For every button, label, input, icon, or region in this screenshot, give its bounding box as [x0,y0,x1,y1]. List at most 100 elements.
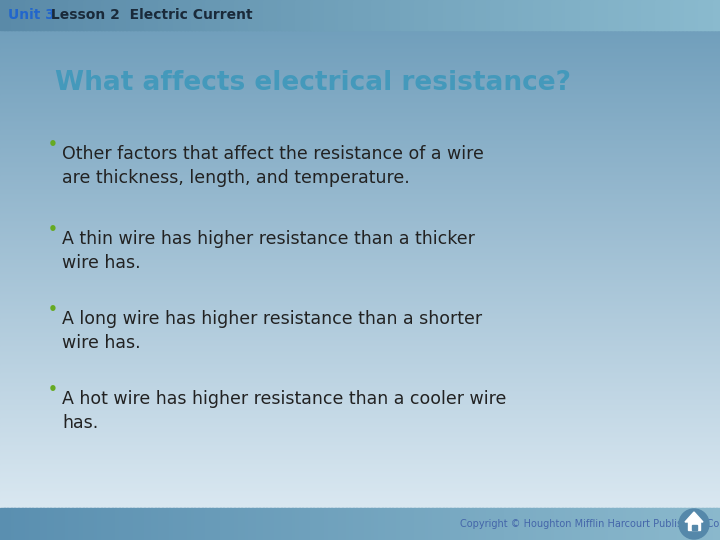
Bar [0,42,720,43]
Bar [605,0,609,30]
Bar [0,333,720,335]
Bar [526,508,530,540]
Bar [418,508,422,540]
Bar [569,0,573,30]
Bar [320,0,325,30]
Bar [140,0,145,30]
Bar [299,0,303,30]
Bar [608,508,613,540]
Bar [547,0,552,30]
Bar [0,62,720,63]
Bar [0,390,720,392]
Bar [0,506,720,508]
Bar [0,436,720,437]
Bar [479,0,483,30]
Bar [0,87,720,89]
Bar [619,0,624,30]
Bar [0,431,720,433]
Bar [223,0,228,30]
Bar [0,411,720,413]
Bar [47,0,51,30]
Text: Other factors that affect the resistance of a wire
are thickness, length, and te: Other factors that affect the resistance… [62,145,484,187]
Bar [169,0,174,30]
Bar [659,508,663,540]
Bar [472,508,476,540]
Bar [194,0,199,30]
Bar [216,0,220,30]
Bar [540,508,544,540]
Bar [0,224,720,226]
Bar [148,0,152,30]
Bar [0,307,720,309]
Bar [0,286,720,287]
Polygon shape [685,512,703,522]
Bar [0,148,720,150]
Bar [94,508,98,540]
Bar [565,0,570,30]
Bar [0,112,720,113]
Bar [0,171,720,173]
Bar [0,418,720,420]
Bar [0,479,720,481]
Bar [382,508,386,540]
Bar [364,508,368,540]
Bar [0,78,720,79]
Bar [104,508,109,540]
Bar [709,0,714,30]
Bar [302,508,307,540]
Bar [515,0,519,30]
Bar [0,534,720,536]
Bar [0,517,720,518]
Bar [0,387,720,389]
Bar [0,143,720,145]
Bar [0,467,720,469]
Bar [0,94,720,96]
Bar [551,0,555,30]
Bar [0,232,720,233]
Bar [0,144,720,146]
Bar [0,303,720,305]
Bar [0,239,720,240]
Bar [0,511,720,513]
Bar [454,0,458,30]
Bar [0,255,720,256]
Bar [0,174,720,176]
Bar [284,508,289,540]
Bar [544,0,548,30]
Bar [313,508,318,540]
Bar [119,508,123,540]
Bar [0,161,720,163]
Bar [0,482,720,483]
Bar [270,0,274,30]
Bar [324,0,328,30]
Bar [40,508,44,540]
Bar [713,0,717,30]
Bar [0,501,720,502]
Bar [0,241,720,243]
Bar [0,457,720,459]
Bar [0,406,720,408]
Bar [0,244,720,246]
Bar [450,0,454,30]
Bar [0,283,720,285]
Bar [0,361,720,363]
Bar [468,508,472,540]
Bar [0,407,720,409]
Bar [0,202,720,204]
Bar [83,508,87,540]
Bar [0,89,720,90]
Bar [0,433,720,435]
Bar [166,0,170,30]
Bar [0,388,720,390]
Bar [0,372,720,374]
Bar [0,529,720,530]
Bar [0,248,720,249]
Bar [0,421,720,422]
Bar [709,508,714,540]
Bar [594,0,598,30]
Bar [212,508,217,540]
Bar [0,491,720,492]
Bar [612,508,616,540]
Bar [7,0,12,30]
Bar [0,147,720,149]
